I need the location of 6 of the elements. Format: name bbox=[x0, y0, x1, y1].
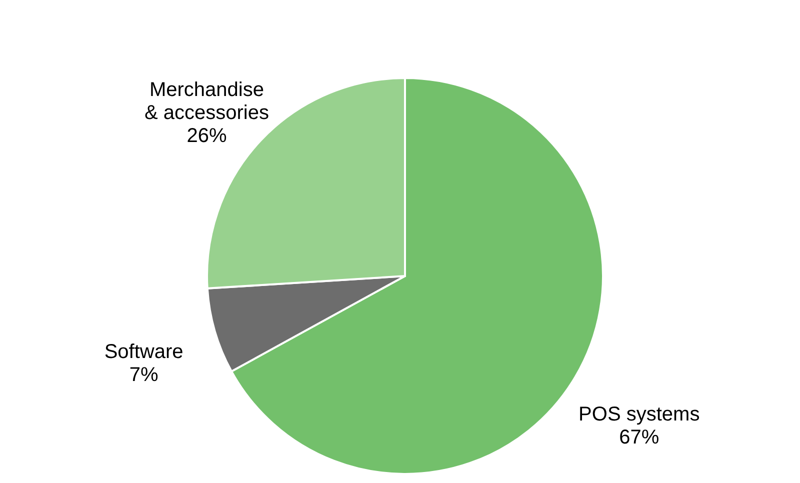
data-label: 26% bbox=[186, 124, 227, 147]
data-label: 67% bbox=[619, 426, 660, 448]
slice-label: Software bbox=[104, 340, 184, 363]
data-label: 7% bbox=[129, 364, 158, 386]
slice-label: Merchandise & accessories bbox=[144, 78, 269, 124]
slice-label: POS systems bbox=[578, 403, 700, 426]
